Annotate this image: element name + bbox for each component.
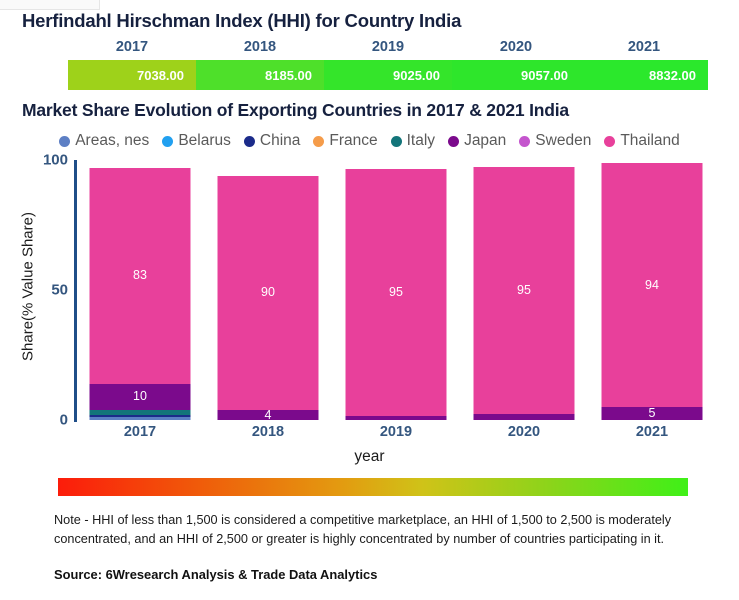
bar-group: 10 83 4 90 95 95 5 94: [76, 160, 716, 422]
legend-dot-icon: [243, 135, 255, 147]
legend-label: Italy: [406, 132, 436, 149]
hhi-value-2018: 8185.00: [196, 60, 324, 90]
y-axis-line: [74, 160, 77, 422]
legend-item-thailand[interactable]: Thailand: [604, 132, 680, 150]
y-tick-50: 50: [51, 281, 68, 299]
bar-segment-japan-2021[interactable]: 5: [601, 406, 703, 421]
legend-dot-icon: [519, 135, 531, 147]
legend-item-italy[interactable]: Italy: [390, 132, 436, 150]
bar-segment-label: 10: [133, 389, 147, 404]
x-tick-2021: 2021: [635, 424, 669, 440]
plot-area: Share(% Value Share) 0 50 100 10 83 4 90 95 95 5…: [0, 152, 739, 465]
legend-label: France: [329, 132, 378, 149]
x-tick-2020: 2020: [507, 424, 541, 440]
legend-dot-icon: [313, 135, 325, 147]
bar-segment-thailand-2020[interactable]: 95: [473, 166, 575, 414]
hhi-value-2017: 7038.00: [68, 60, 196, 90]
stacked-bar-2017[interactable]: 10 83: [89, 167, 191, 420]
bar-segment-japan-2020[interactable]: [473, 413, 575, 420]
hhi-year-2021: 2021: [627, 39, 661, 55]
bar-segment-label: 95: [389, 285, 403, 300]
bar-slot-2017: 10 83: [76, 160, 204, 420]
legend-label: Japan: [464, 132, 507, 149]
hhi-value-strip: 7038.00 8185.00 9025.00 9057.00 8832.00: [68, 60, 708, 90]
x-axis-ticks: 2017 2018 2019 2020 2021: [76, 424, 716, 440]
chart-title: Market Share Evolution of Exporting Coun…: [22, 100, 569, 120]
bar-segment-china-2017[interactable]: [89, 414, 191, 418]
hhi-gradient-scale: [58, 478, 688, 496]
bar-segment-thailand-2021[interactable]: 94: [601, 162, 703, 407]
hhi-year-2018: 2018: [243, 39, 277, 55]
hhi-year-header: 2017 2018 2019 2020 2021: [68, 39, 708, 55]
stacked-bar-2021[interactable]: 5 94: [601, 162, 703, 421]
bar-segment-thailand-2019[interactable]: 95: [345, 169, 447, 417]
bar-slot-2021: 5 94: [588, 160, 716, 420]
bar-segment-thailand-2018[interactable]: 90: [217, 175, 319, 410]
x-axis-title: year: [354, 448, 385, 465]
legend-dot-icon: [59, 135, 71, 147]
legend-dot-icon: [604, 135, 616, 147]
legend-item-areas-nes[interactable]: Areas, nes: [59, 132, 149, 150]
bar-slot-2019: 95: [332, 160, 460, 420]
legend-label: Sweden: [535, 132, 592, 149]
stacked-bar-2018[interactable]: 4 90: [217, 175, 319, 422]
legend-item-belarus[interactable]: Belarus: [162, 132, 231, 150]
bar-segment-italy-2017[interactable]: [89, 409, 191, 415]
legend-label: China: [259, 132, 301, 149]
legend-label: Thailand: [620, 132, 680, 149]
bar-segment-areas-nes-2017[interactable]: [89, 417, 191, 420]
bar-slot-2018: 4 90: [204, 160, 332, 422]
y-tick-0: 0: [59, 411, 68, 429]
bar-slot-2020: 95: [460, 160, 588, 420]
legend-label: Areas, nes: [75, 132, 150, 149]
bar-segment-japan-2019[interactable]: [345, 416, 447, 420]
stacked-bar-2019[interactable]: 95: [345, 169, 447, 420]
legend-item-france[interactable]: France: [313, 132, 378, 150]
y-tick-100: 100: [42, 151, 68, 169]
hhi-value-2020: 9057.00: [452, 60, 580, 90]
hhi-value-2019: 9025.00: [324, 60, 452, 90]
bar-segment-japan-2018[interactable]: 4: [217, 407, 319, 422]
x-tick-2017: 2017: [123, 424, 157, 440]
hhi-value-2021: 8832.00: [580, 60, 708, 90]
legend-dot-icon: [162, 135, 174, 147]
hhi-year-2019: 2019: [371, 39, 405, 55]
bar-segment-label: 94: [645, 277, 659, 292]
bar-segment-japan-2017[interactable]: 10: [89, 383, 191, 410]
legend-item-china[interactable]: China: [243, 132, 301, 150]
bar-segment-label: 83: [133, 268, 147, 283]
x-tick-2018: 2018: [251, 424, 285, 440]
bar-segment-label: 4: [264, 407, 272, 422]
legend-dot-icon: [390, 135, 402, 147]
bar-segment-thailand-2017[interactable]: 83: [89, 167, 191, 384]
x-tick-2019: 2019: [379, 424, 413, 440]
chart-legend: Areas, nes Belarus China France Italy Japan Sw…: [0, 132, 739, 150]
footer-source: Source: 6Wresearch Analysis & Trade Data…: [54, 567, 378, 582]
legend-dot-icon: [448, 135, 460, 147]
footer-note: Note - HHI of less than 1,500 is conside…: [54, 513, 672, 547]
legend-label: Belarus: [178, 132, 231, 149]
legend-item-japan[interactable]: Japan: [448, 132, 506, 150]
bar-segment-label: 90: [261, 285, 275, 300]
bar-segment-label: 5: [648, 406, 656, 421]
stacked-bar-2020[interactable]: 95: [473, 166, 575, 420]
legend-item-sweden[interactable]: Sweden: [519, 132, 591, 150]
hhi-year-2017: 2017: [115, 39, 149, 55]
bar-segment-label: 95: [517, 282, 531, 297]
hhi-title: Herfindahl Hirschman Index (HHI) for Cou…: [22, 10, 462, 31]
hhi-year-2020: 2020: [499, 39, 533, 55]
y-axis-ticks: 0 50 100: [20, 152, 68, 429]
corner-chrome: [0, 0, 100, 10]
